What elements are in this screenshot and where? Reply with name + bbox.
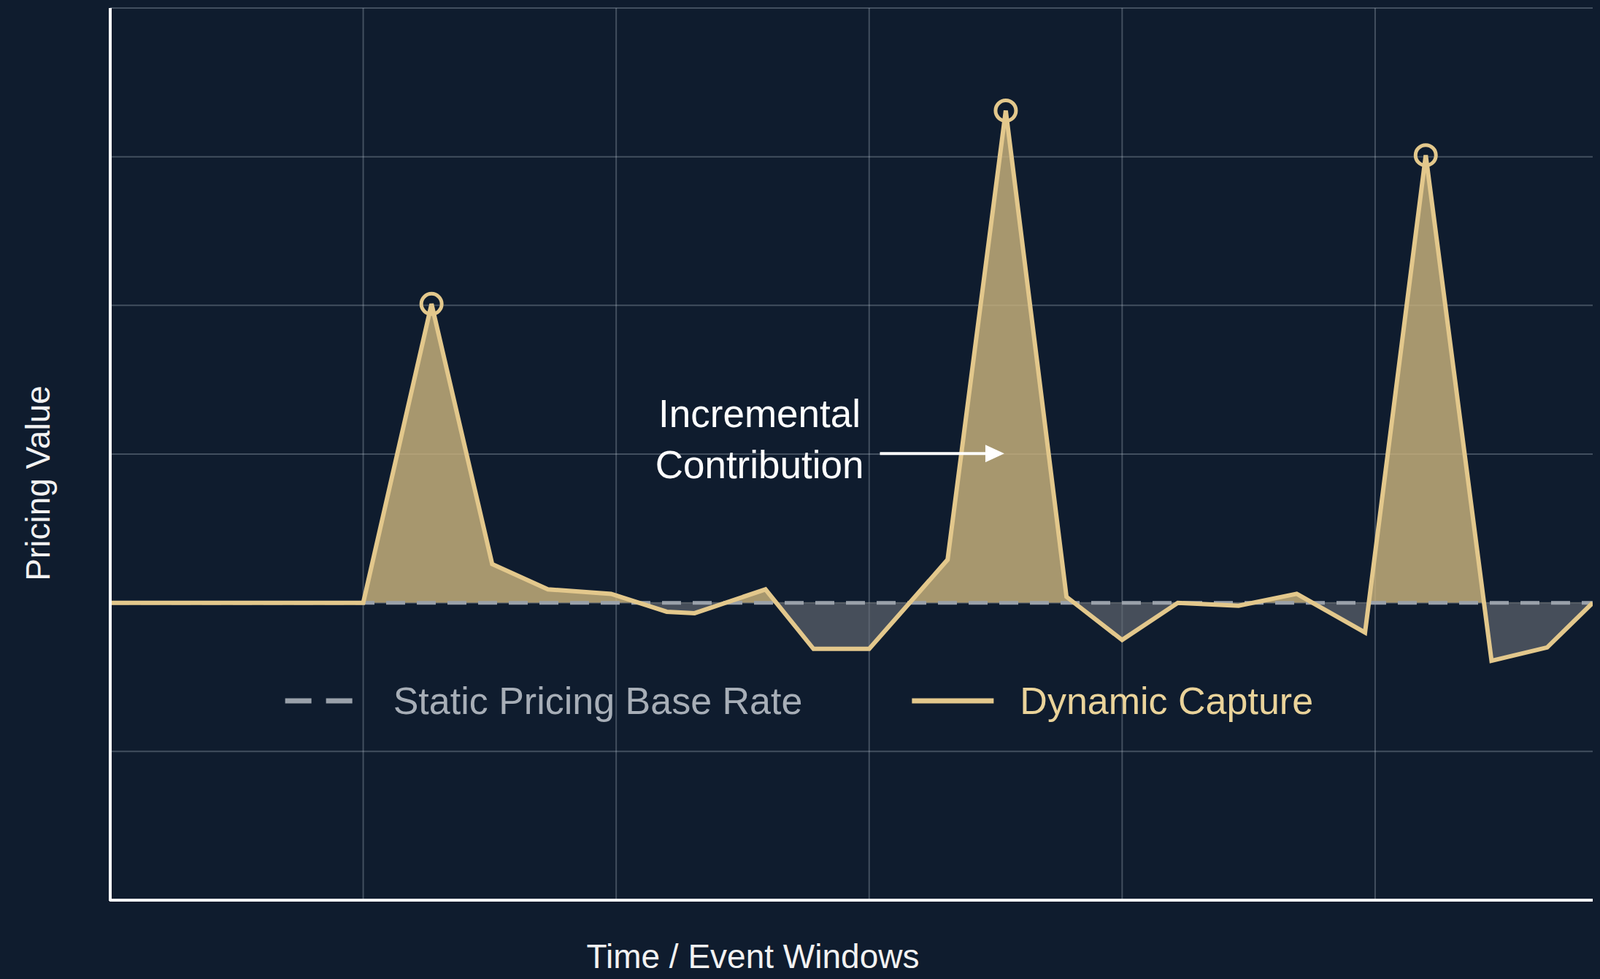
chart: Pricing Value Time / Event Windows Increme… (0, 0, 1600, 979)
grid-line (110, 156, 1593, 158)
x-axis-title: Time / Event Windows (586, 937, 920, 976)
grid (110, 8, 1593, 900)
dynamic-line (110, 110, 1593, 662)
grid-line (109, 8, 111, 900)
legend-label: Dynamic Capture (1019, 679, 1314, 722)
legend-swatch (285, 698, 368, 704)
background (0, 0, 1600, 979)
grid-line (110, 899, 1593, 901)
legend-label: Static Pricing Base Rate (393, 679, 803, 722)
grid-line (1121, 8, 1123, 900)
annotation: Incremental Contribution (655, 391, 865, 487)
peak-marker (995, 100, 1017, 122)
y-axis-title: Pricing Value (18, 385, 57, 582)
legend: Static Pricing Base Rate Dynamic Capture (285, 679, 1314, 722)
incremental-area (110, 110, 1593, 603)
grid-line (110, 750, 1593, 752)
peak-marker (421, 293, 442, 314)
grid-line (615, 8, 617, 900)
plot-area (110, 110, 1593, 662)
annotation-arrow (879, 451, 990, 455)
y-axis (108, 8, 112, 901)
grid-line (362, 8, 365, 900)
grid-line (110, 7, 1593, 9)
grid-line (110, 304, 1593, 306)
x-axis (109, 898, 1593, 902)
grid-line (1374, 8, 1376, 900)
grid-line (868, 8, 871, 900)
annotation-line: Contribution (655, 443, 865, 487)
annotation-line: Incremental (658, 391, 861, 436)
annotation-arrowhead (985, 444, 1005, 463)
legend-swatch (911, 698, 994, 704)
peak-marker (1415, 145, 1436, 166)
deficit-area (110, 602, 1593, 661)
